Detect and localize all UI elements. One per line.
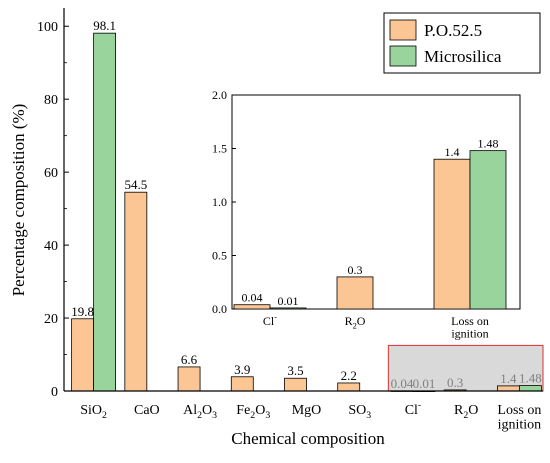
- inset-y-tick-label-4: 2.0: [212, 88, 227, 102]
- inset-data-label-po525-2: 1.4: [445, 145, 460, 159]
- inset-data-label-po525-0: 0.04: [242, 291, 263, 305]
- x-tick-label-7: R2O: [454, 403, 478, 421]
- inset-data-label-po525-1: 0.3: [348, 263, 363, 277]
- y-axis-title: Percentage composition (%): [9, 104, 28, 297]
- inset-y-tick-label-3: 1.5: [212, 142, 227, 156]
- x-tick-label-3: Fe2O3: [236, 403, 270, 421]
- legend-swatch-microsilica: [389, 45, 417, 67]
- data-label-po525-3: 3.9: [234, 362, 250, 377]
- inset-y-tick-label-0: 0.0: [212, 302, 227, 316]
- bar-microsilica-0: [93, 32, 117, 392]
- x-tick-label-6: Cl-: [405, 400, 422, 418]
- y-tick-label-2: 40: [44, 239, 58, 254]
- data-label-po525-2: 6.6: [181, 352, 198, 367]
- bar-po525-8: [496, 385, 520, 392]
- inset-x-tick-label-0: Cl-: [263, 313, 277, 328]
- bar-po525-3: [230, 376, 254, 392]
- inset-x-tick-label-1: R2O: [345, 314, 366, 331]
- x-tick-label-0: SiO2: [80, 403, 107, 421]
- data-label-po525-4: 3.5: [287, 363, 303, 378]
- x-tick-label-1: CaO: [134, 403, 160, 418]
- data-label-po525-0: 19.8: [71, 304, 94, 319]
- inset-bar-po525-2: [433, 158, 471, 310]
- data-label-microsilica-8: 1.48: [519, 371, 542, 386]
- data-label-po525-5: 2.2: [341, 368, 357, 383]
- data-label-po525-6: 0.04: [391, 376, 414, 391]
- x-tick-label-8: Loss on ignition: [497, 403, 541, 433]
- inset-data-label-microsilica-0: 0.01: [278, 294, 299, 308]
- inset-x-tick-label-2: Loss on ignition: [451, 314, 489, 341]
- y-tick-label-0: 0: [51, 385, 58, 400]
- x-axis-title: Chemical composition: [231, 429, 385, 448]
- bar-po525-0: [71, 318, 95, 392]
- y-tick-label-5: 100: [37, 20, 58, 35]
- inset-y-tick-label-1: 0.5: [212, 249, 227, 263]
- y-tick-label-3: 60: [44, 166, 58, 181]
- legend-swatch-po525: [389, 19, 417, 41]
- inset-bar-microsilica-2: [469, 150, 507, 310]
- bar-po525-2: [177, 366, 201, 392]
- inset-chart: 0.04 0.3 1.4 0.01 1.48 0.0 0.5 1.0 1.5 2.0 Cl- R2O L…: [212, 88, 521, 341]
- bar-microsilica-8: [518, 385, 542, 392]
- data-label-microsilica-6: 0.01: [413, 376, 436, 391]
- data-label-po525-8: 1.4: [500, 371, 517, 386]
- legend-label-po525: P.O.52.5: [424, 21, 482, 40]
- x-tick-label-2: Al2O3: [183, 403, 217, 421]
- data-label-po525-7: 0.3: [447, 375, 463, 390]
- inset-bar-po525-0: [233, 304, 271, 310]
- inset-bar-microsilica-0: [269, 307, 307, 310]
- inset-y-tick-label-2: 1.0: [212, 195, 227, 209]
- bar-po525-1: [124, 191, 148, 392]
- highlight-region: [387, 344, 544, 392]
- data-label-microsilica-0: 98.1: [93, 18, 116, 33]
- data-label-po525-1: 54.5: [124, 177, 147, 192]
- bar-po525-4: [284, 377, 307, 392]
- inset-data-label-microsilica-2: 1.48: [478, 137, 499, 151]
- bar-po525-5: [337, 382, 361, 392]
- legend-label-microsilica: Microsilica: [424, 47, 502, 66]
- y-tick-label-1: 20: [44, 312, 58, 327]
- y-tick-label-4: 80: [44, 93, 58, 108]
- x-tick-label-5: SO3: [348, 403, 371, 421]
- inset-bar-po525-1: [336, 276, 374, 310]
- x-tick-label-4: MgO: [292, 403, 322, 418]
